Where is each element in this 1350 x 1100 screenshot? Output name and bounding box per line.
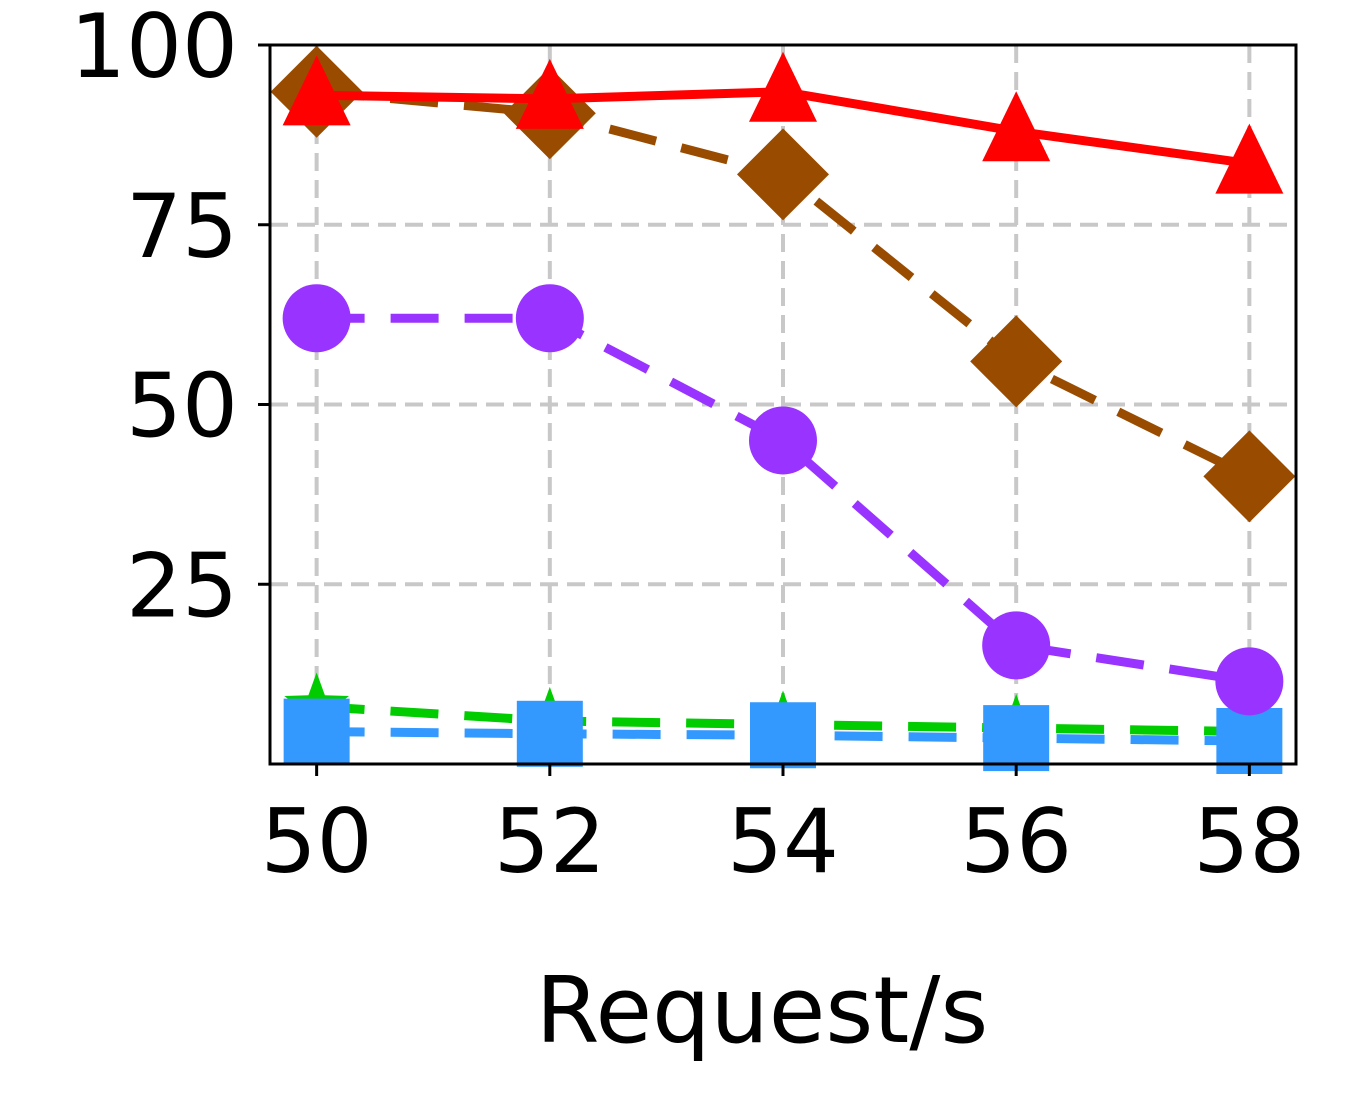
circle-marker xyxy=(515,284,584,353)
circle-marker xyxy=(1215,647,1284,716)
triangle-marker xyxy=(515,58,584,129)
square-marker xyxy=(516,700,583,767)
diamond-marker xyxy=(1203,430,1296,523)
y-tick-label: 25 xyxy=(126,534,238,637)
x-tick-label: 58 xyxy=(1193,790,1305,893)
series-circle xyxy=(282,284,1284,716)
x-tick-label: 50 xyxy=(261,790,373,893)
x-axis-label: Request/s xyxy=(536,957,989,1064)
triangle-marker xyxy=(1215,123,1284,194)
square-marker xyxy=(983,705,1050,772)
diamond-marker xyxy=(970,315,1063,408)
series-line xyxy=(316,313,1251,686)
circle-marker xyxy=(749,406,817,475)
triangle-marker xyxy=(982,91,1051,162)
triangle-marker xyxy=(282,55,351,126)
y-tick-label: 75 xyxy=(126,175,238,278)
y-tick-label: 50 xyxy=(126,355,238,458)
square-marker xyxy=(750,702,816,769)
circle-marker xyxy=(282,284,351,353)
y-tick-label: 100 xyxy=(70,0,238,98)
diamond-marker xyxy=(737,128,829,221)
triangle-marker xyxy=(749,51,817,122)
x-tick-label: 56 xyxy=(960,790,1072,893)
x-tick-label: 52 xyxy=(494,790,606,893)
ticks: 50 52 54 56 58 25 50 75 100 xyxy=(70,0,1305,893)
x-tick-label: 54 xyxy=(727,790,839,893)
series-triangle xyxy=(282,51,1284,194)
series-group xyxy=(270,45,1296,774)
circle-marker xyxy=(982,611,1051,680)
square-marker xyxy=(283,698,350,765)
